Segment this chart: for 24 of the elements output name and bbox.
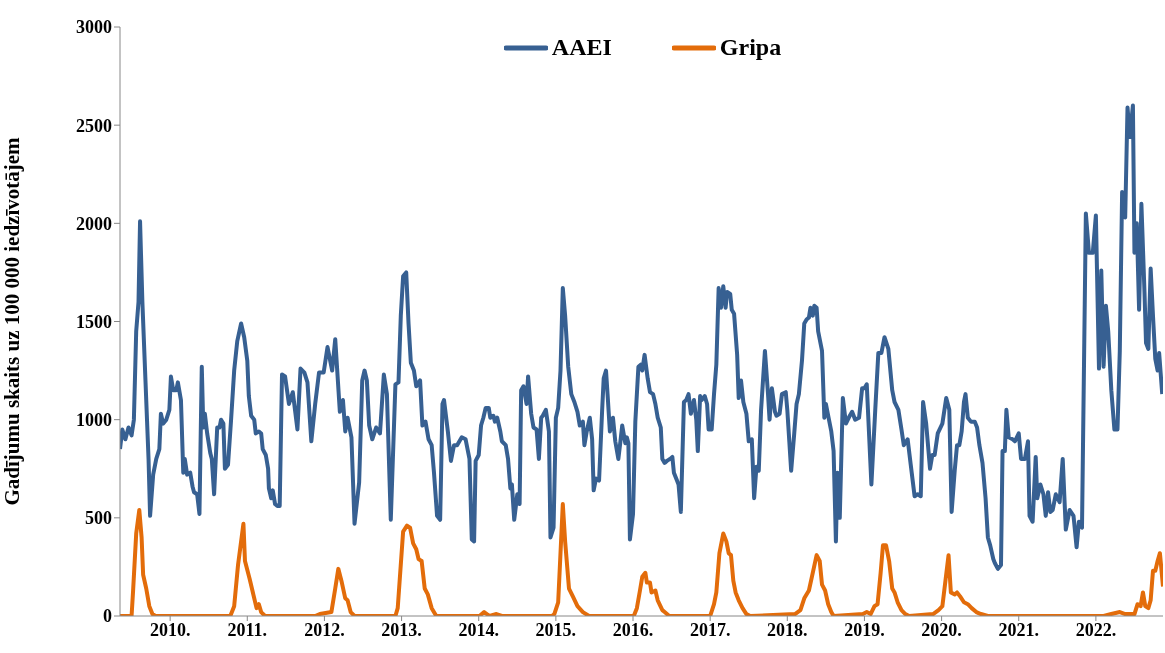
x-tick-label: 2011. (227, 619, 268, 640)
y-tick-label: 500 (85, 508, 112, 529)
x-tick-label: 2019. (844, 619, 885, 640)
y-axis-title: Gadījumu skaits uz 100 000 iedzīvotājem (0, 136, 25, 506)
y-tick-label: 2000 (76, 213, 112, 234)
x-tick-label: 2013. (381, 619, 422, 640)
x-tick-label: 2017. (689, 619, 731, 640)
x-tick-label: 2022. (1075, 619, 1117, 640)
x-tick-label: 2016. (612, 619, 654, 640)
x-tick-label: 2018. (767, 619, 808, 640)
x-tick-label: 2020. (921, 619, 962, 640)
x-tick-label: 2015. (535, 619, 577, 640)
x-tick-label: 2014. (458, 619, 499, 640)
y-tick-label: 2500 (76, 115, 112, 136)
x-tick-label: 2010. (149, 619, 191, 640)
y-tick-label: 3000 (76, 17, 112, 38)
x-tick-label: 2021. (998, 619, 1039, 640)
x-tick-label: 2012. (304, 619, 345, 640)
line-series (120, 103, 1163, 571)
legend-label: AAEI (551, 34, 612, 61)
y-tick-label: 1500 (76, 311, 112, 332)
y-tick-label: 1000 (76, 410, 112, 431)
legend-label: Gripa (719, 34, 782, 61)
y-tick-label: 0 (103, 606, 112, 627)
